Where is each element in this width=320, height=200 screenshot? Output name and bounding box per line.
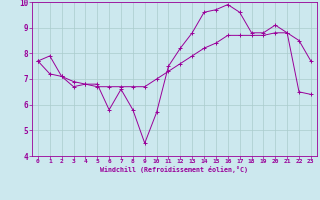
X-axis label: Windchill (Refroidissement éolien,°C): Windchill (Refroidissement éolien,°C) [100, 166, 248, 173]
